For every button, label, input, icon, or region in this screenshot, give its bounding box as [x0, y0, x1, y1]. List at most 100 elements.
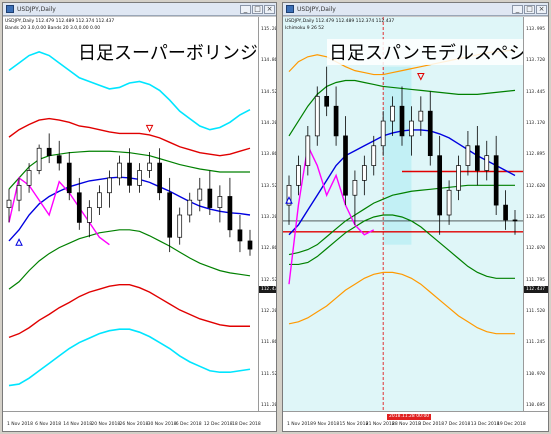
minimize-icon[interactable]: _	[512, 4, 523, 14]
candle-body	[117, 162, 122, 179]
candle-body	[418, 110, 424, 122]
candle-body	[97, 192, 102, 208]
time-axis-left-tick-label: 18 Dec 2018	[232, 422, 261, 427]
chart-heading-left: 日足スーパーボリンジャー	[76, 39, 258, 65]
candle-body	[380, 120, 386, 147]
price-axis-left-tick-label: 114.520	[261, 89, 277, 95]
window-titlebar-right[interactable]: USDJPY,Daily _ □ ×	[283, 3, 548, 16]
time-axis-left-tick-label: 26 Nov 2018	[119, 422, 149, 427]
time-axis-right[interactable]: 2018.11.28 00:00 1 Nov 2018 9 Nov 2018 15 …	[283, 411, 548, 431]
candle-body	[147, 162, 152, 171]
window-titlebar-left[interactable]: USDJPY,Daily _ □ ×	[3, 3, 276, 16]
highlight-zone	[383, 66, 412, 245]
candle-body	[6, 199, 12, 208]
price-chart-left[interactable]: USDJPY,Daily 112.479 112.489 112.374 112…	[3, 17, 258, 413]
time-axis-right-tick-label: 19 Dec 2018	[497, 422, 526, 427]
price-axis-right-tick-label: 110.970	[526, 371, 545, 377]
chart-window-right[interactable]: USDJPY,Daily _ □ × USDJPY,Daily 112.479 …	[282, 2, 549, 432]
ohlc-readout-right: USDJPY,Daily 112.479 112.489 112.374 112…	[285, 19, 395, 24]
maximize-icon[interactable]: □	[524, 4, 535, 14]
signal-up-arrow-icon	[285, 196, 293, 204]
series-line-orange_dn	[288, 271, 515, 335]
time-axis-left-tick-label: 30 Nov 2018	[147, 422, 177, 427]
price-axis-left-tick-label: 114.200	[261, 121, 277, 126]
price-axis-left[interactable]: 115.200 114.860 114.520 114.200 113.860 113.5…	[258, 17, 277, 411]
time-axis-left-tick-label: 1 Nov 2018	[7, 422, 33, 427]
candle-body	[484, 155, 490, 171]
time-axis-right-tick-label: 9 Nov 2018	[313, 422, 340, 427]
crosshair-date-badge: 2018.11.28 00:00	[387, 414, 432, 420]
candle-body	[177, 214, 183, 238]
price-axis-right-tick-label: 113.995	[526, 27, 545, 32]
candle-body	[409, 120, 414, 137]
candle-body	[36, 147, 42, 171]
price-axis-right-tick-label: 113.170	[526, 121, 545, 126]
candle-body	[456, 165, 461, 191]
candle-body	[390, 105, 395, 122]
candle-body	[197, 188, 203, 201]
candle-body	[137, 170, 142, 186]
candle-body	[324, 95, 330, 107]
candle-body	[371, 145, 377, 166]
time-axis-left-tick-label: 14 Nov 2018	[63, 422, 93, 427]
maximize-icon[interactable]: □	[252, 4, 263, 14]
current-price-tag: 112.437	[259, 286, 277, 294]
minimize-icon[interactable]: _	[240, 4, 251, 14]
candle-body	[86, 207, 92, 223]
candle-body	[503, 204, 508, 221]
close-icon[interactable]: ×	[536, 4, 547, 14]
candle-body	[187, 199, 193, 216]
time-axis-right-tick-label: 7 Dec 2018	[444, 422, 471, 427]
time-axis-right-tick-label: 13 Dec 2018	[470, 422, 500, 427]
candle-body	[127, 162, 132, 186]
candle-body	[46, 147, 52, 157]
candle-body	[76, 192, 82, 223]
indicator-readout-right: Ichimoku 9 26 52	[285, 26, 324, 31]
time-axis-left[interactable]: 1 Nov 2018 6 Nov 2018 14 Nov 2018 20 Nov 20…	[3, 411, 276, 431]
candle-body	[286, 184, 292, 206]
series-line-lower3	[8, 328, 251, 387]
candle-body	[427, 110, 433, 157]
price-axis-right-tick-label: 113.445	[526, 89, 545, 95]
window-title-right: USDJPY,Daily	[297, 5, 336, 13]
close-icon[interactable]: ×	[264, 4, 275, 14]
chart-heading-right: 日足スパンモデルスペシャル	[327, 39, 523, 65]
time-axis-left-tick-label: 20 Nov 2018	[91, 422, 121, 427]
price-axis-left-tick-label: 112.520	[261, 277, 277, 283]
chart-app-icon	[286, 5, 294, 13]
series-line-lower2	[8, 284, 250, 339]
candle-body	[399, 105, 405, 137]
candle-body	[305, 135, 311, 166]
candle-body	[512, 219, 518, 222]
price-axis-right-tick-label: 113.720	[526, 58, 545, 64]
chikou-span-line	[8, 176, 110, 246]
candle-body	[446, 189, 452, 216]
price-axis-right-tick-label: 110.695	[526, 403, 545, 408]
time-axis-right-tick-label: 3 Dec 2018	[418, 422, 445, 427]
series-line-lower1	[8, 229, 251, 290]
candle-body	[465, 145, 471, 166]
candle-body	[207, 188, 213, 208]
current-price-tag: 112.437	[524, 286, 548, 294]
chikou-span-line	[288, 143, 375, 285]
candle-body	[66, 162, 72, 194]
time-axis-left-tick-label: 6 Nov 2018	[35, 422, 62, 427]
candle-body	[247, 240, 253, 250]
candle-body	[167, 192, 173, 238]
chart-window-left[interactable]: USDJPY,Daily _ □ × USDJPY,Daily 112.479 …	[2, 2, 277, 432]
time-axis-right-tick-label: 15 Nov 2018	[339, 422, 369, 427]
candle-body	[296, 165, 301, 186]
signal-down-arrow-icon	[145, 124, 154, 133]
price-axis-left-tick-label: 113.520	[261, 183, 277, 189]
price-axis-left-tick-label: 111.860	[261, 340, 277, 346]
time-axis-right-tick-label: 21 Nov 2018	[365, 422, 395, 427]
chart-canvas-right[interactable]	[283, 17, 523, 413]
candle-body	[227, 196, 233, 231]
chart-canvas-left[interactable]	[3, 17, 258, 413]
price-axis-left-tick-label: 112.860	[261, 246, 277, 252]
series-line-upper3	[8, 50, 251, 131]
candle-body	[361, 165, 367, 181]
price-axis-right[interactable]: 113.995 113.720 113.445 113.170 112.895 112.6…	[523, 17, 548, 411]
price-chart-right[interactable]: USDJPY,Daily 112.479 112.489 112.374 112…	[283, 17, 523, 413]
